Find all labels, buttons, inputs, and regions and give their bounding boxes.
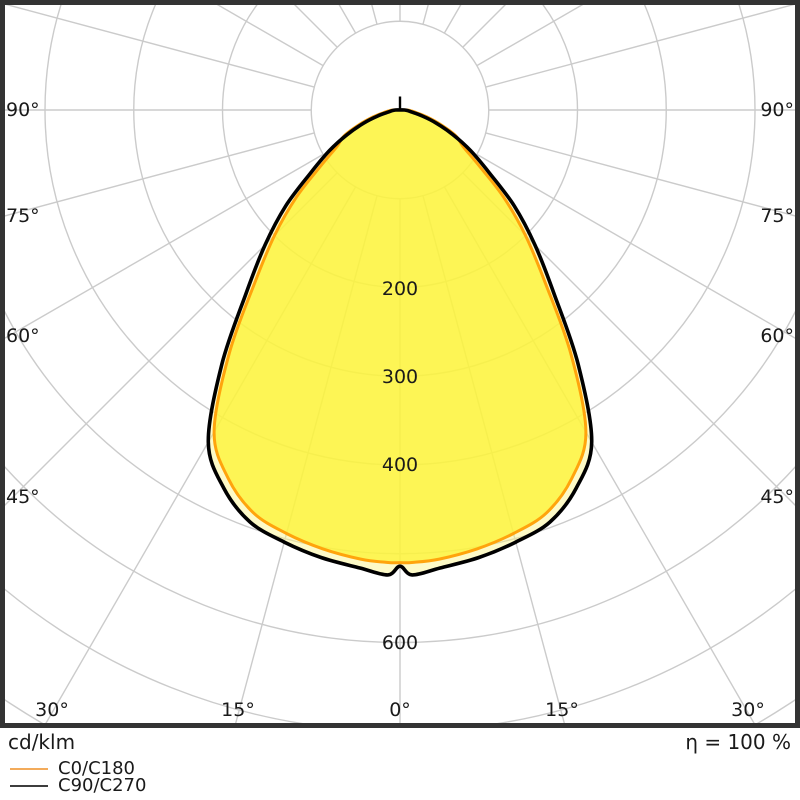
legend-row-c90-c270: C90/C270 — [10, 775, 147, 796]
angle-label-bottom-0-30°: 30° — [35, 699, 69, 721]
plot-area — [5, 5, 795, 723]
units-label: cd/klm — [8, 730, 76, 754]
c90-c270-curve — [206, 108, 594, 577]
grid-ray-300 — [5, 153, 324, 339]
angle-label-right-45°: 45° — [760, 486, 794, 508]
grid-ray-105 — [485, 5, 795, 88]
legend-label-c90-c270: C90/C270 — [58, 775, 147, 796]
radial-label-400: 400 — [382, 454, 418, 476]
angle-label-left-60°: 60° — [6, 325, 40, 347]
grid-ray-315 — [5, 172, 338, 506]
grid-ray-60 — [476, 153, 795, 339]
radial-label-600: 600 — [382, 632, 418, 654]
c0-c180-line-swatch — [10, 767, 48, 770]
radial-label-300: 300 — [382, 366, 418, 388]
polar-chart: 90° 75° 60° 45° 90° 75° 60° 45° 30° 15° 0° 15° 30° 20… — [0, 0, 800, 728]
c90-c270-line-swatch — [10, 784, 48, 787]
angle-label-left-75°: 75° — [6, 205, 40, 227]
angle-label-right-60°: 60° — [760, 325, 794, 347]
angle-label-bottom-1-15°: 15° — [221, 699, 255, 721]
angle-label-bottom-2-0°: 0° — [389, 699, 411, 721]
angle-label-right-75°: 75° — [760, 205, 794, 227]
grid-ray-75 — [485, 132, 795, 217]
angle-label-bottom-3-15°: 15° — [545, 699, 579, 721]
radial-label-200: 200 — [382, 278, 418, 300]
angle-label-right-90°: 90° — [760, 99, 794, 121]
legend-row-c0-c180: C0/C180 — [10, 758, 146, 779]
angle-label-left-90°: 90° — [6, 99, 40, 121]
angle-label-left-45°: 45° — [6, 486, 40, 508]
grid-ray-255 — [5, 5, 315, 88]
legend-label-c0-c180: C0/C180 — [58, 758, 136, 779]
grid-ray-285 — [5, 132, 315, 217]
efficiency-label: η = 100 % — [685, 730, 791, 754]
c0-c180-fill — [214, 109, 586, 563]
legend: C0/C180 C90/C270 — [10, 758, 147, 796]
grid-ray-45 — [462, 172, 795, 506]
angle-label-bottom-4-30°: 30° — [731, 699, 765, 721]
